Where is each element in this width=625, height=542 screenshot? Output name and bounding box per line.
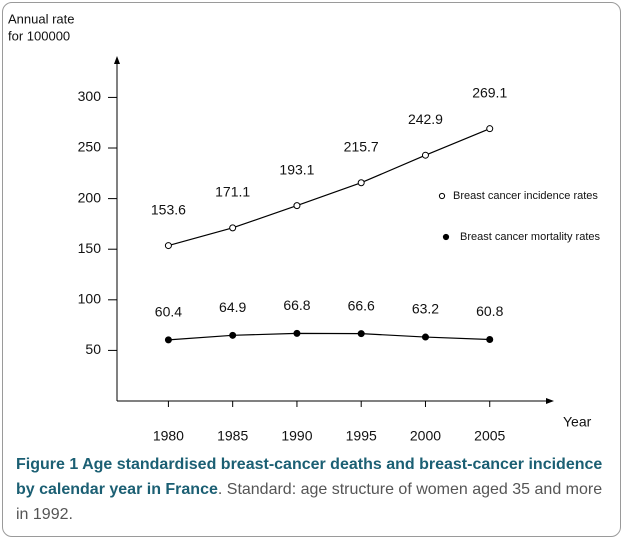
legend-label: Breast cancer incidence rates (453, 190, 598, 202)
figure-frame (2, 2, 621, 537)
data-label: 66.6 (348, 297, 375, 313)
data-label: 153.6 (151, 201, 186, 217)
y-axis-arrow (114, 56, 120, 64)
y-tick-label: 50 (85, 341, 101, 357)
y-tick-label: 200 (78, 189, 102, 205)
data-label: 60.8 (476, 303, 503, 319)
data-label: 242.9 (408, 111, 443, 127)
legend-label: Breast cancer mortality rates (460, 231, 600, 243)
data-label: 193.1 (279, 161, 314, 177)
legend-marker (442, 233, 450, 241)
y-axis-label: for 100000 (8, 28, 70, 43)
point (164, 242, 172, 250)
x-tick-label: 1985 (217, 428, 248, 444)
chart: Annual rate for 100000 Year 50 100 150 200 2… (8, 11, 600, 444)
data-label: 64.9 (219, 299, 246, 315)
series-line (168, 332, 490, 341)
y-tick-label: 150 (78, 240, 102, 256)
point (357, 179, 365, 187)
y-axis-label: Annual rate (8, 11, 75, 26)
data-label: 171.1 (215, 184, 250, 200)
data-label: 269.1 (472, 84, 507, 100)
point (421, 333, 429, 341)
point (293, 202, 301, 210)
x-tick-label: 1990 (281, 428, 312, 444)
point (164, 336, 172, 344)
data-label: 215.7 (344, 138, 379, 154)
y-tick-label: 100 (78, 291, 102, 307)
caption-text: . Standard: age structure of women aged … (16, 481, 603, 523)
y-tick-label: 250 (78, 139, 102, 155)
legend-marker (438, 192, 446, 200)
y-tick-label: 300 (78, 88, 102, 104)
data-label: 66.8 (283, 297, 310, 313)
point (486, 125, 494, 133)
data-label: 63.2 (412, 301, 439, 317)
x-tick-label: 1980 (153, 428, 184, 444)
point (421, 151, 429, 159)
caption-title: Figure 1 Age standardised breast-cancer … (16, 456, 603, 498)
x-tick-label: 2000 (410, 428, 441, 444)
point (229, 331, 237, 339)
point (486, 335, 494, 343)
point (229, 224, 237, 232)
point (357, 330, 365, 338)
point (293, 329, 301, 337)
x-tick-label: 2005 (474, 428, 505, 444)
x-axis-arrow (546, 398, 554, 404)
caption: Figure 1 Age standardised breast-cancer … (16, 452, 610, 527)
x-axis-label: Year (563, 414, 592, 430)
x-tick-label: 1995 (346, 428, 377, 444)
series-line (168, 128, 490, 247)
data-label: 60.4 (155, 304, 182, 320)
